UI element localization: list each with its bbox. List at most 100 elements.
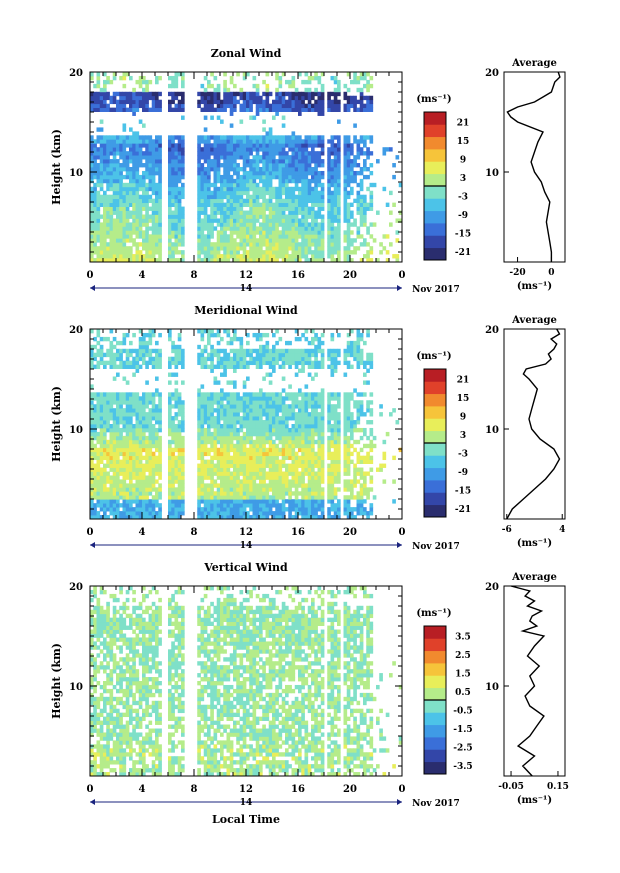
heatmap-cell (314, 182, 318, 188)
heatmap-cell (294, 151, 299, 156)
heatmap-cell (210, 91, 214, 97)
heatmap-cell (151, 143, 156, 148)
heatmap-cell (112, 258, 117, 263)
heatmap-cell (119, 503, 123, 508)
heatmap-cell (298, 254, 302, 259)
heatmap-cell (246, 198, 250, 204)
heatmap-cell (106, 159, 110, 164)
heatmap-cell (148, 234, 153, 239)
heatmap-cell (213, 376, 218, 381)
heatmap-cell (145, 515, 149, 520)
heatmap-cell (171, 258, 175, 263)
heatmap-cell (109, 151, 114, 156)
heatmap-cell (242, 143, 247, 148)
heatmap-cell (112, 451, 117, 457)
heatmap-cell (246, 340, 250, 346)
heatmap-cell (304, 182, 309, 188)
heatmap-cell (171, 507, 175, 512)
heatmap-cell (181, 194, 185, 200)
heatmap-cell (119, 103, 123, 109)
heatmap-cell (262, 254, 266, 259)
heatmap-cell (148, 107, 153, 112)
colorbar-tick-label: -3 (458, 192, 468, 202)
heatmap-cell (135, 159, 140, 164)
heatmap-cell (200, 447, 205, 453)
heatmap-cell (138, 352, 143, 358)
heatmap-cell (135, 408, 140, 413)
heatmap-cell (359, 135, 364, 140)
heatmap-cell (346, 234, 351, 239)
heatmap-cell (103, 206, 107, 211)
heatmap-cell (142, 491, 146, 496)
x-tick-label: 4 (139, 270, 146, 281)
heatmap-cell (106, 479, 110, 484)
heatmap-cell (109, 234, 114, 239)
heatmap-cell (168, 356, 172, 362)
heatmap-cell (272, 439, 276, 445)
heatmap-cell (119, 147, 123, 152)
heatmap-cell (138, 234, 143, 239)
heatmap-cell (135, 167, 140, 172)
heatmap-cell (171, 483, 175, 488)
heatmap-cell (96, 163, 101, 168)
heatmap-cell (356, 151, 361, 156)
heatmap-cell (174, 91, 179, 97)
heatmap-cell (96, 254, 101, 259)
heatmap-cell (343, 167, 348, 172)
heatmap-cell (200, 396, 205, 401)
heatmap-cell (356, 75, 361, 81)
heatmap-cell (132, 190, 136, 196)
heatmap-cell (330, 194, 335, 200)
heatmap-cell (285, 408, 289, 413)
heatmap-cell (301, 254, 305, 259)
heatmap-cell (252, 147, 257, 152)
heatmap-cell (119, 412, 123, 417)
heatmap-cell (96, 198, 101, 204)
heatmap-cell (135, 143, 140, 148)
heatmap-cell (122, 234, 127, 239)
heatmap-cell (125, 463, 130, 468)
heatmap-cell (132, 427, 136, 433)
heatmap-cell (109, 202, 114, 207)
heatmap-cell (236, 416, 240, 421)
heatmap-cell (294, 254, 299, 259)
heatmap-cell (135, 511, 140, 516)
heatmap-cell (213, 190, 218, 196)
heatmap-cell (255, 107, 260, 112)
heatmap-cell (174, 364, 179, 369)
heatmap-cell (275, 352, 279, 358)
heatmap-cell (320, 186, 325, 192)
heatmap-cell (265, 238, 270, 243)
heatmap-cell (103, 483, 107, 488)
heatmap-cell (372, 238, 377, 243)
heatmap-cell (96, 360, 101, 366)
heatmap-cell (181, 447, 185, 453)
heatmap-cell (236, 178, 240, 184)
heatmap-cell (93, 515, 97, 520)
heatmap-cell (197, 206, 201, 211)
heatmap-cell (281, 431, 286, 437)
heatmap-cell (93, 170, 97, 176)
heatmap-cell (220, 242, 224, 247)
heatmap-cell (151, 479, 156, 484)
heatmap-cell (223, 329, 227, 334)
heatmap-cell (125, 254, 130, 259)
heatmap-cell (138, 178, 143, 184)
heatmap-cell (158, 163, 162, 168)
heatmap-cell (129, 182, 133, 188)
heatmap-cell (327, 210, 331, 215)
heatmap-cell (268, 103, 273, 109)
heatmap-cell (135, 131, 140, 136)
heatmap-cell (142, 170, 146, 176)
heatmap-cell (233, 384, 237, 389)
heatmap-cell (203, 364, 208, 369)
heatmap-cell (132, 186, 136, 192)
heatmap-cell (359, 170, 364, 176)
heatmap-cell (106, 194, 110, 200)
heatmap-cell (138, 103, 143, 109)
heatmap-cell (330, 222, 335, 227)
heatmap-cell (210, 167, 214, 172)
heatmap-cell (99, 222, 104, 227)
colorbar-swatch (424, 235, 446, 249)
heatmap-cell (145, 218, 149, 223)
